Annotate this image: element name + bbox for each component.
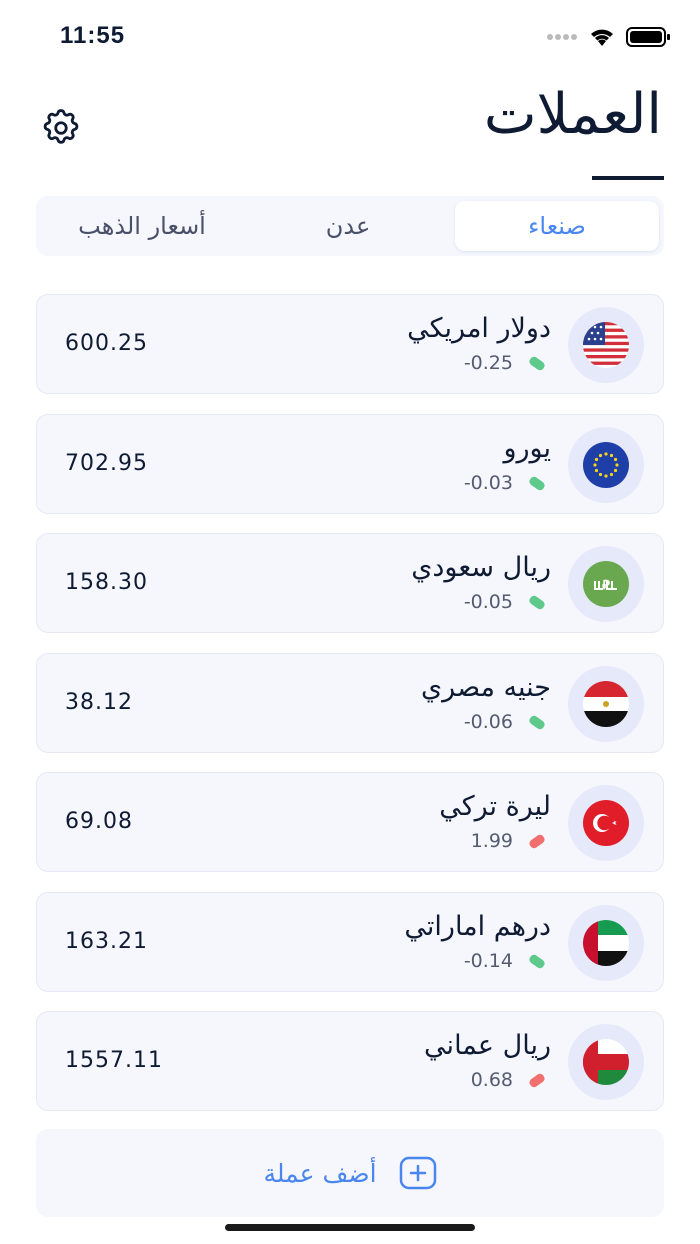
currency-rate: 702.95 (65, 450, 148, 476)
currency-change: 0.68 (470, 1069, 513, 1091)
trend-down-icon (527, 713, 547, 731)
turkey-flag-icon (583, 800, 629, 846)
uae-flag-icon (583, 919, 629, 966)
currency-name: دولار امريكي (407, 313, 551, 344)
home-indicator[interactable] (225, 1224, 475, 1231)
currency-row[interactable]: دولار امريكي -0.25 600.25 (36, 294, 664, 394)
currency-name: يورو (503, 432, 551, 464)
plus-square-icon (399, 1156, 436, 1190)
currency-row[interactable]: ريال عماني 0.68 1557.11 (36, 1011, 664, 1111)
tab-gold-prices[interactable]: أسعار الذهب (78, 212, 206, 240)
currency-name: جنيه مصري (421, 671, 551, 703)
tab-sanaa[interactable]: صنعاء (455, 201, 659, 251)
currency-rate: 163.21 (65, 928, 148, 954)
oman-flag-icon (583, 1039, 629, 1085)
wifi-icon (591, 29, 613, 46)
sar-icon: ⃁ (583, 561, 629, 607)
currency-name: درهم اماراتي (404, 910, 551, 942)
currency-change: -0.05 (463, 591, 513, 613)
currency-name: ليرة تركي (439, 791, 551, 822)
trend-up-icon (527, 1072, 547, 1089)
currency-rate: 158.30 (65, 570, 148, 595)
currency-name: ريال سعودي (411, 552, 551, 583)
clock: 11:55 (60, 22, 126, 49)
status-bar: 11:55 (0, 22, 700, 52)
currency-rate: 1557.11 (65, 1048, 163, 1073)
title-underline (592, 176, 664, 180)
currency-change: -0.14 (463, 949, 513, 972)
battery-icon (626, 27, 670, 47)
signal-icon (547, 34, 577, 40)
trend-down-icon (527, 952, 547, 970)
currency-rate: 69.08 (65, 809, 133, 834)
trend-down-icon (527, 474, 547, 492)
add-currency-label: أضف عملة (263, 1158, 377, 1188)
currency-change: 1.99 (470, 830, 513, 852)
currency-rate: 600.25 (65, 331, 148, 356)
egypt-flag-icon (583, 680, 629, 727)
currency-row[interactable]: يورو -0.03 702.95 (36, 413, 664, 514)
currency-row[interactable]: جنيه مصري -0.06 38.12 (36, 652, 664, 753)
trend-down-icon (527, 594, 547, 611)
currency-row[interactable]: ⃁ ريال سعودي -0.05 158.30 (36, 533, 664, 633)
currency-change: -0.03 (463, 471, 513, 494)
currency-rate: 38.12 (65, 689, 133, 715)
currency-row[interactable]: ليرة تركي 1.99 69.08 (36, 772, 664, 872)
trend-down-icon (527, 355, 547, 372)
currency-name: ريال عماني (424, 1030, 551, 1061)
gear-icon[interactable] (40, 107, 82, 149)
us-flag-icon (583, 322, 629, 368)
currency-change: -0.25 (463, 352, 513, 374)
page-title: العملات (483, 82, 662, 147)
currency-row[interactable]: درهم اماراتي -0.14 163.21 (36, 891, 664, 992)
trend-up-icon (527, 833, 547, 850)
tab-aden[interactable]: عدن (325, 212, 371, 240)
currency-change: -0.06 (463, 710, 513, 733)
region-tabs: صنعاء عدن أسعار الذهب (36, 196, 664, 256)
eu-flag-icon (583, 441, 629, 488)
add-currency-button[interactable]: أضف عملة (36, 1129, 664, 1217)
